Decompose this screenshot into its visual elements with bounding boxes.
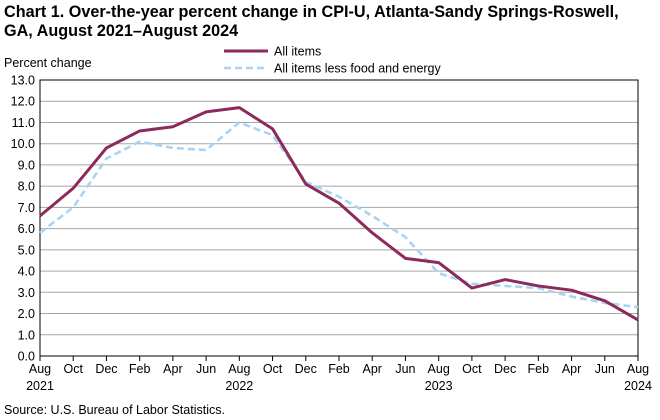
x-axis: Aug Oct Dec Feb Apr Jun Aug Oct Dec Feb Apr Jun Aug O…: [26, 356, 652, 393]
y-tick-label: 6.0: [18, 222, 35, 236]
y-tick-label: 10.0: [11, 137, 35, 151]
chart-title: Chart 1. Over-the-year percent change in…: [4, 3, 654, 41]
x-tick-label: Aug: [627, 362, 649, 376]
legend-label: All items: [274, 45, 321, 59]
y-tick-label: 11.0: [12, 116, 35, 130]
y-tick-label: 12.0: [11, 95, 35, 109]
y-tick-label: 5.0: [18, 243, 35, 257]
gridlines: [40, 100, 638, 336]
legend: All items All items less food and energy: [224, 45, 442, 76]
y-tick-label: 0.0: [18, 350, 35, 364]
y-tick-label: 13.0: [11, 74, 35, 88]
series-line-all-items: [39, 106, 639, 322]
x-tick-label: Feb: [328, 362, 350, 376]
x-tick-label: Jun: [595, 362, 615, 376]
y-tick-label: 9.0: [18, 158, 35, 172]
series-lines: [39, 106, 639, 322]
x-year-label: 2021: [26, 379, 54, 393]
x-tick-label: Dec: [95, 362, 117, 376]
y-tick-label: 7.0: [18, 201, 35, 215]
x-tick-label: Feb: [528, 362, 550, 376]
chart-title-line-1: Chart 1. Over-the-year percent change in…: [4, 3, 619, 21]
y-axis-label: Percent change: [4, 56, 92, 70]
x-year-label: 2024: [624, 379, 652, 393]
x-tick-label: Oct: [63, 362, 83, 376]
chart-title-line-2: GA, August 2021–August 2024: [4, 22, 239, 40]
x-tick-label: Aug: [428, 362, 450, 376]
x-tick-label: Feb: [129, 362, 151, 376]
plot-frame: [39, 79, 639, 357]
y-tick-label: 1.0: [18, 328, 35, 342]
x-tick-label: Dec: [295, 362, 317, 376]
x-tick-label: Oct: [462, 362, 482, 376]
x-tick-label: Oct: [263, 362, 283, 376]
x-tick-label: Aug: [29, 362, 51, 376]
x-tick-label: Dec: [494, 362, 516, 376]
y-tick-label: 4.0: [18, 265, 35, 279]
x-tick-label: Jun: [395, 362, 415, 376]
y-tick-label: 8.0: [18, 180, 35, 194]
x-year-label: 2022: [225, 379, 253, 393]
x-tick-label: Apr: [163, 362, 182, 376]
x-tick-label: Apr: [362, 362, 381, 376]
y-tick-label: 2.0: [18, 307, 35, 321]
y-axis: 0.0 1.0 2.0 3.0 4.0 5.0 6.0 7.0 8.0 9.0 10.0 11.0 12…: [11, 74, 35, 364]
x-tick-label: Aug: [228, 362, 250, 376]
series-line-all-items-less-food-and-energy: [39, 121, 639, 309]
x-tick-label: Jun: [196, 362, 216, 376]
legend-label: All items less food and energy: [274, 62, 442, 76]
x-year-label: 2023: [425, 379, 453, 393]
x-tick-label: Apr: [562, 362, 581, 376]
y-tick-label: 3.0: [18, 286, 35, 300]
source-note: Source: U.S. Bureau of Labor Statistics.: [4, 403, 225, 417]
